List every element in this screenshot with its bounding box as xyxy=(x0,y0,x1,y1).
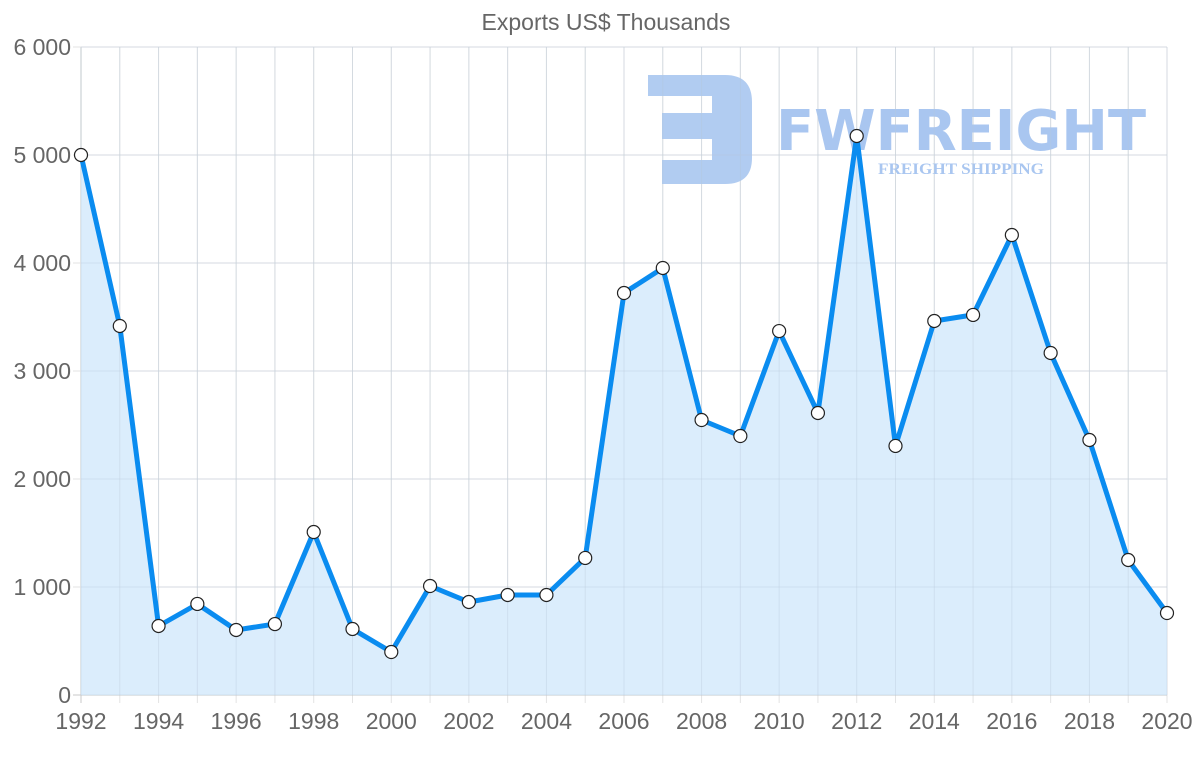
data-point-marker[interactable] xyxy=(616,285,632,301)
watermark-logo: FWFREIGHT FREIGHT SHIPPING xyxy=(648,75,1146,184)
data-point-marker[interactable] xyxy=(345,621,360,637)
y-tick-label: 6 000 xyxy=(13,34,71,60)
x-tick-label: 2008 xyxy=(676,708,727,734)
y-tick-label: 2 000 xyxy=(13,466,71,492)
data-point-marker[interactable] xyxy=(229,622,244,638)
y-tick-label: 5 000 xyxy=(13,142,71,168)
data-point-marker[interactable] xyxy=(267,616,283,632)
data-point-marker[interactable] xyxy=(1082,432,1097,448)
x-tick-label: 1992 xyxy=(55,708,106,734)
series-area-fill xyxy=(81,136,1167,695)
data-point-marker[interactable] xyxy=(384,644,399,660)
data-point-marker[interactable] xyxy=(655,260,670,276)
x-tick-label: 2020 xyxy=(1141,708,1192,734)
data-point-marker[interactable] xyxy=(1004,227,1019,243)
data-point-marker[interactable] xyxy=(810,405,826,421)
grid-lines-overlay xyxy=(80,46,1168,696)
x-tick-label: 1998 xyxy=(288,708,339,734)
data-point-marker[interactable] xyxy=(73,147,89,163)
fw-logo-icon xyxy=(648,75,752,184)
x-tick-label: 2002 xyxy=(443,708,494,734)
data-point-marker[interactable] xyxy=(888,438,903,454)
y-tick-label: 3 000 xyxy=(13,358,71,384)
y-tick-label: 0 xyxy=(58,682,71,708)
data-point-marker[interactable] xyxy=(306,524,321,540)
x-tick-label: 2004 xyxy=(521,708,572,734)
x-tick-label: 1996 xyxy=(211,708,262,734)
data-point-marker[interactable] xyxy=(539,587,554,603)
data-point-marker[interactable] xyxy=(500,587,515,603)
x-tick-label: 2018 xyxy=(1064,708,1115,734)
data-point-marker[interactable] xyxy=(422,578,438,594)
data-point-marker[interactable] xyxy=(151,618,166,634)
data-point-marker[interactable] xyxy=(927,313,942,329)
data-point-marker[interactable] xyxy=(1043,345,1058,361)
x-tick-label: 2000 xyxy=(366,708,417,734)
data-point-marker[interactable] xyxy=(112,318,127,334)
data-point-marker[interactable] xyxy=(694,412,709,428)
x-tick-label: 1994 xyxy=(133,708,184,734)
data-point-marker[interactable] xyxy=(190,596,205,612)
data-point-marker[interactable] xyxy=(578,550,593,566)
x-tick-label: 2012 xyxy=(831,708,882,734)
y-tick-label: 1 000 xyxy=(13,574,71,600)
x-tick-label: 2010 xyxy=(754,708,805,734)
watermark-brand: FWFREIGHT xyxy=(776,99,1146,164)
x-axis-ticks: 1992 1994 1996 1998 2000 2002 2004 2006 2008 2010… xyxy=(55,708,1192,734)
x-tick-label: 2016 xyxy=(986,708,1037,734)
watermark-tagline: FREIGHT SHIPPING xyxy=(878,161,1045,178)
y-axis-ticks: 0 1 000 2 000 3 000 4 000 5 000 6 000 xyxy=(13,34,71,708)
data-point-marker[interactable] xyxy=(1159,605,1175,621)
data-point-marker[interactable] xyxy=(965,307,981,323)
data-point-marker[interactable] xyxy=(1121,552,1136,568)
data-point-marker[interactable] xyxy=(733,428,748,444)
data-point-marker[interactable] xyxy=(849,128,864,144)
x-tick-label: 2014 xyxy=(909,708,960,734)
x-tick-label: 2006 xyxy=(598,708,649,734)
y-tick-label: 4 000 xyxy=(13,250,71,276)
data-points xyxy=(73,128,1175,660)
data-point-marker[interactable] xyxy=(461,594,476,610)
data-point-marker[interactable] xyxy=(772,323,787,339)
chart-title: Exports US$ Thousands xyxy=(482,9,731,35)
